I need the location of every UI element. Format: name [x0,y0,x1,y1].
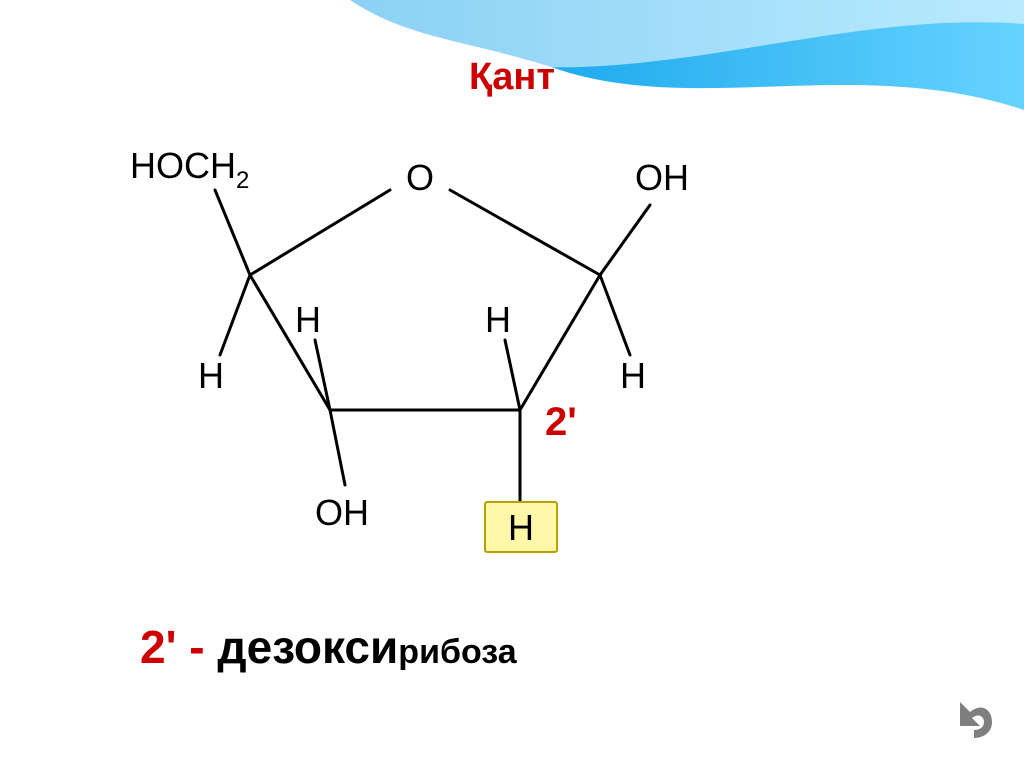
caption-main: дезокси [217,621,398,673]
slide-canvas: Қант [0,0,1024,768]
label-HOCH2: HOCH2 [130,145,249,194]
deoxyribose-structure: O HOCH2 OH H H H H OH H 2' [120,130,760,590]
label-O: O [406,157,434,198]
slide-title: Қант [0,56,1024,99]
return-button[interactable] [952,696,996,740]
label-H-highlight: H [508,507,534,548]
label-H-midleft: H [295,299,321,340]
bond-lines [215,190,650,502]
caption-suffix: рибоза [398,633,516,671]
atom-labels: O HOCH2 OH H H H H OH H [130,145,689,548]
label-H-midright: H [485,299,511,340]
label-2prime: 2' [545,400,577,444]
label-OH-bottom: OH [315,492,369,533]
label-H-right: H [620,355,646,396]
label-H-left: H [198,355,224,396]
caption: 2' - дезоксирибоза [140,620,517,674]
label-OH-right: OH [635,157,689,198]
caption-prefix: 2' - [140,621,217,673]
